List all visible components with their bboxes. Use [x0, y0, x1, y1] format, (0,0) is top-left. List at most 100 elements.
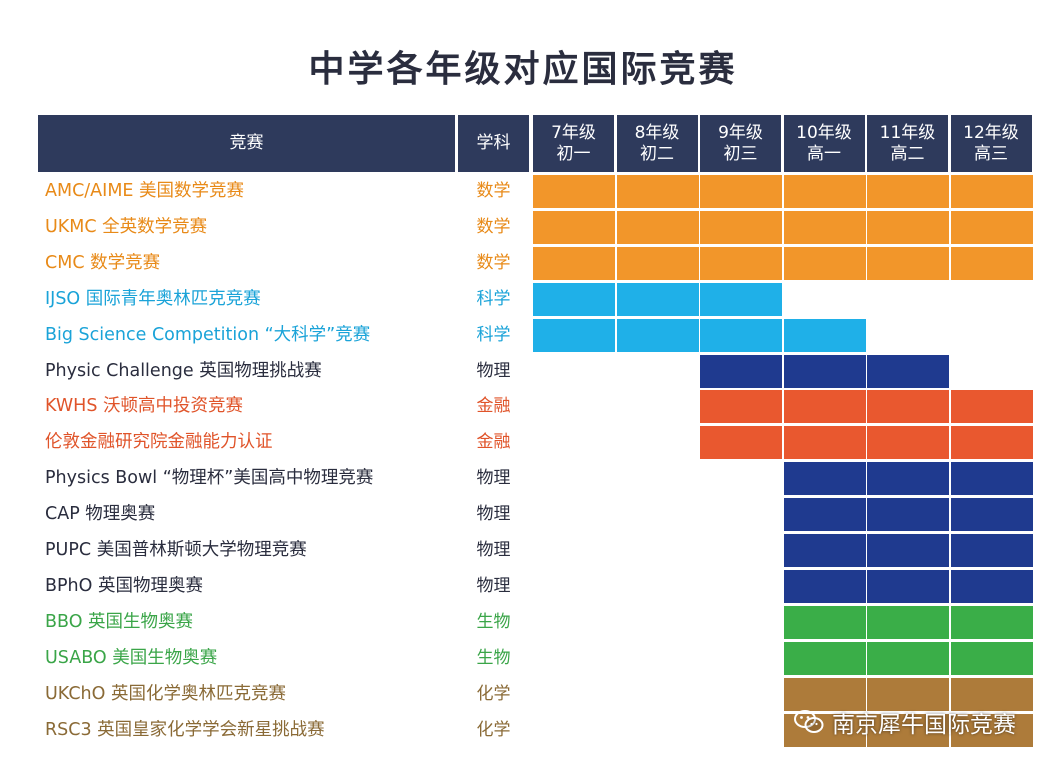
- header-grade-line2: 高一: [806, 143, 841, 164]
- header-grade-line1: 7年级: [551, 122, 596, 143]
- grade-cell: [950, 569, 1033, 603]
- grade-cell: [700, 175, 782, 208]
- competition-name: BBO 英国生物奥赛: [45, 611, 194, 632]
- header-subject: 学科: [458, 115, 529, 172]
- header-grade: 8年级 初二: [616, 115, 698, 172]
- competition-subject: 物理: [476, 360, 511, 381]
- grade-cell: [867, 390, 949, 424]
- competition-subject: 物理: [476, 504, 511, 525]
- competition-name: Big Science Competition “大科学”竞赛: [45, 324, 371, 345]
- grade-cell: [700, 210, 782, 244]
- grade-cell: [867, 210, 949, 244]
- competition-name: USABO 美国生物奥赛: [45, 647, 218, 668]
- grade-cell: [783, 498, 866, 532]
- header-grade-line1: 12年级: [963, 122, 1019, 143]
- grade-cell: [950, 462, 1033, 496]
- competition-name: CMC 数学竞赛: [45, 252, 161, 273]
- competition-subject: 科学: [476, 288, 511, 309]
- grade-cell: [783, 354, 866, 388]
- watermark-text: 南京犀牛国际竞赛: [832, 712, 1016, 738]
- grade-cell: [700, 246, 782, 280]
- competition-name: CAP 物理奥赛: [45, 504, 156, 525]
- header-grade-line2: 初一: [556, 143, 591, 164]
- competition-subject: 数学: [476, 252, 511, 273]
- grade-cell: [867, 175, 949, 208]
- grade-cell: [950, 677, 1033, 711]
- grade-cell: [616, 282, 699, 316]
- grade-cell: [616, 246, 699, 280]
- grade-cell: [867, 462, 949, 496]
- competition-subject: 数学: [476, 216, 511, 237]
- grade-cell: [783, 426, 866, 460]
- competition-name: UKMC 全英数学竞赛: [45, 216, 208, 237]
- grade-cell: [783, 641, 866, 675]
- watermark: 南京犀牛国际竞赛: [794, 705, 1016, 739]
- grade-cell: [950, 175, 1033, 208]
- grade-cell: [700, 282, 782, 316]
- grade-cell: [783, 569, 866, 603]
- grade-cell: [783, 713, 866, 747]
- competition-subject: 化学: [476, 683, 511, 704]
- grade-cell: [867, 713, 949, 747]
- competition-name: 伦敦金融研究院金融能力认证: [45, 432, 273, 453]
- competition-name: PUPC 美国普林斯顿大学物理竞赛: [45, 540, 307, 560]
- header-grade: 12年级 高三: [950, 115, 1032, 172]
- grade-cell: [867, 569, 949, 603]
- grade-cell: [783, 534, 866, 567]
- competition-name: KWHS 沃顿高中投资竞赛: [45, 396, 243, 417]
- grade-cell: [700, 318, 782, 352]
- header-grade-line2: 初二: [639, 143, 674, 164]
- wechat-icon: [794, 710, 824, 733]
- grade-cell: [700, 354, 782, 388]
- grade-cell: [950, 641, 1033, 675]
- grade-cell: [867, 677, 949, 711]
- competition-name: RSC3 英国皇家化学学会新星挑战赛: [45, 719, 325, 740]
- header-grade-line2: 高二: [890, 143, 925, 164]
- grade-cell: [950, 534, 1033, 567]
- grade-cell: [783, 246, 866, 280]
- grade-cell: [783, 175, 866, 208]
- header-grade-line1: 8年级: [634, 122, 680, 143]
- header-grade-line1: 9年级: [718, 122, 763, 143]
- grade-cell: [700, 390, 782, 424]
- grade-cell: [867, 641, 949, 675]
- competition-subject: 物理: [476, 468, 511, 489]
- grade-cell: [783, 210, 866, 244]
- grade-cell: [950, 713, 1033, 747]
- header-grade-line1: 11年级: [879, 122, 936, 143]
- grade-cell: [950, 605, 1033, 639]
- competition-name: UKChO 英国化学奥林匹克竞赛: [45, 683, 286, 704]
- grade-cell: [533, 246, 615, 280]
- grade-cell: [783, 462, 866, 496]
- grade-cell: [950, 246, 1033, 280]
- competition-name: AMC/AIME 美国数学竞赛: [45, 181, 245, 201]
- grade-cell: [616, 318, 699, 352]
- grade-cell: [783, 677, 866, 711]
- grade-cell: [867, 534, 949, 567]
- grade-cell: [950, 210, 1033, 244]
- grade-cell: [867, 354, 949, 388]
- grade-cell: [533, 318, 615, 352]
- grade-cell: [950, 390, 1033, 424]
- competition-subject: 生物: [476, 647, 511, 668]
- grade-cell: [533, 175, 615, 208]
- grade-cell: [867, 605, 949, 639]
- competition-subject: 科学: [476, 324, 511, 345]
- grade-cell: [783, 605, 866, 639]
- header-grade: 10年级 高一: [783, 115, 865, 172]
- competition-name: Physics Bowl “物理杯”美国高中物理竞赛: [45, 468, 374, 489]
- grade-cell: [700, 426, 782, 460]
- competition-subject: 数学: [476, 181, 511, 201]
- competition-name: IJSO 国际青年奥林匹克竞赛: [45, 288, 261, 309]
- grade-cell: [533, 210, 615, 244]
- chart-title: 中学各年级对应国际竞赛: [308, 49, 738, 90]
- header-grade: 7年级 初一: [533, 115, 614, 172]
- grade-cell: [867, 498, 949, 532]
- grade-cell: [533, 282, 615, 316]
- grade-cell: [616, 210, 699, 244]
- grade-cell: [783, 318, 866, 352]
- header-grade-line2: 高三: [973, 143, 1008, 164]
- header-grade-line1: 10年级: [796, 122, 852, 143]
- competition-subject: 物理: [476, 540, 511, 560]
- grade-cell: [950, 426, 1033, 460]
